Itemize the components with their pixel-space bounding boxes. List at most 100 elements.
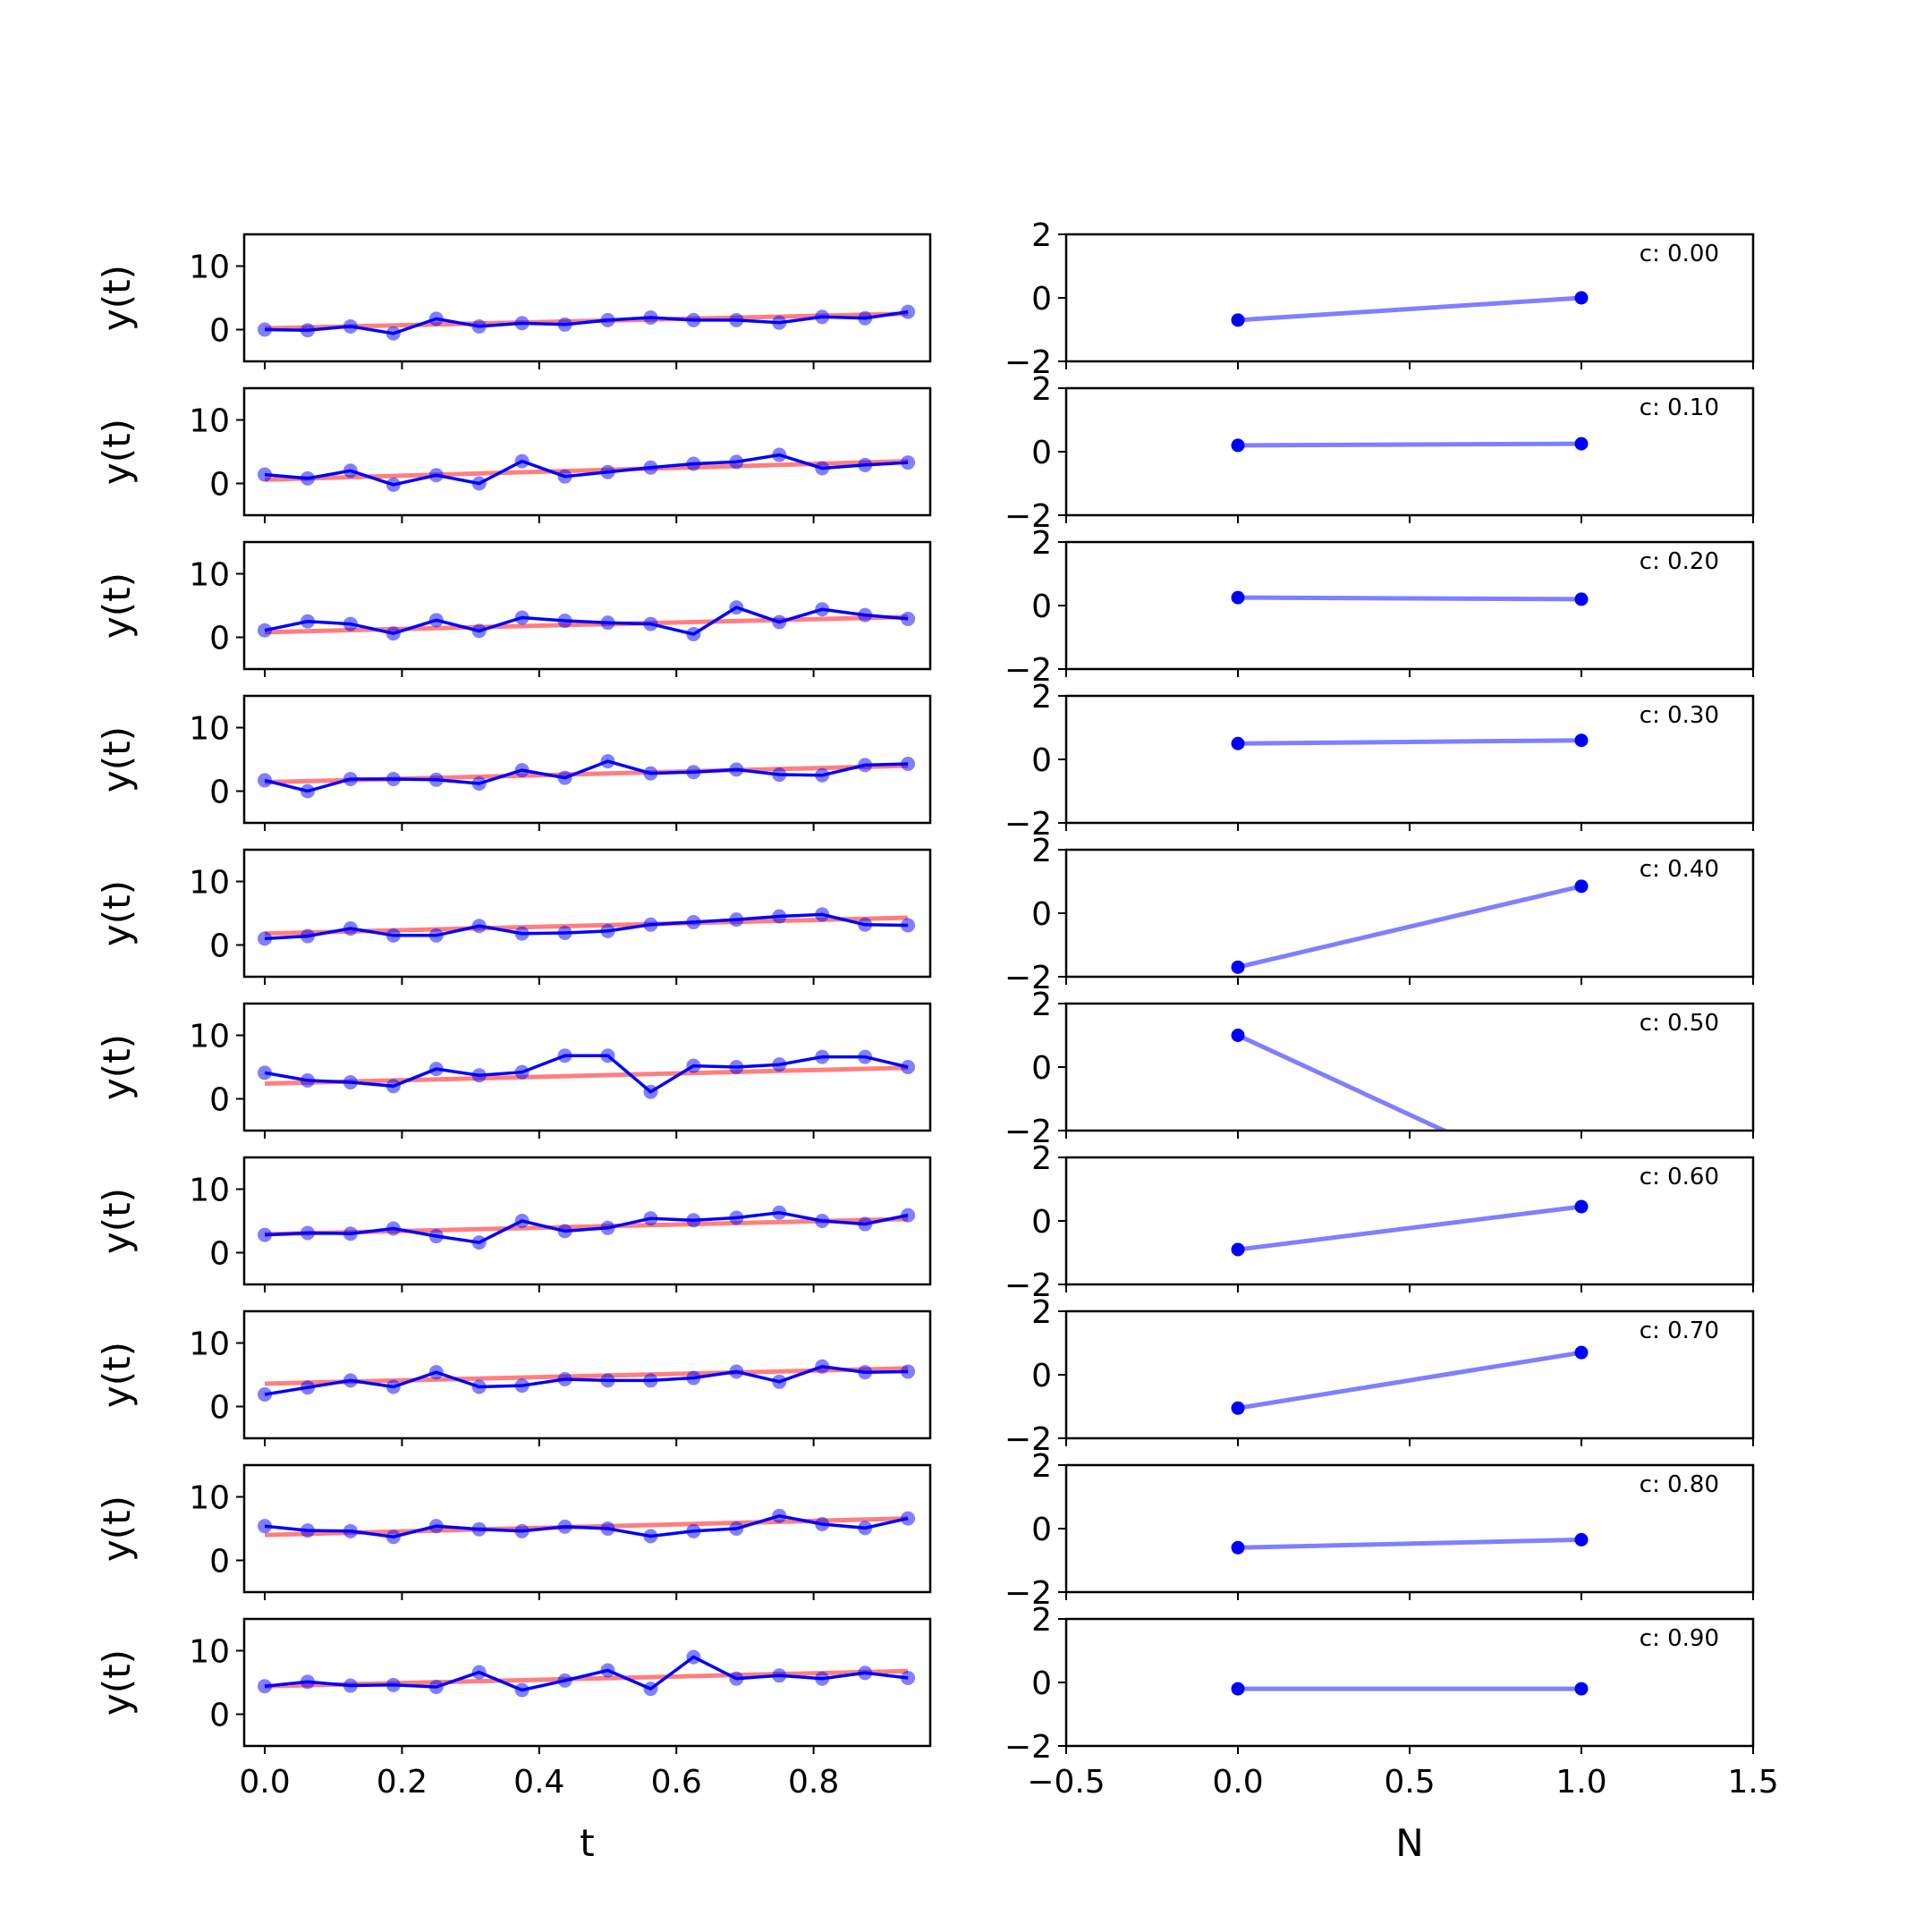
y-tick-label: −2 (1004, 1575, 1052, 1612)
left-panel-6: 0 10 y(t) (95, 1156, 932, 1292)
y-tick-label: −2 (1004, 344, 1052, 381)
left-panel-5: 0 10 y(t) (95, 1002, 932, 1139)
fit-line (264, 1065, 909, 1086)
plot-area (258, 1649, 916, 1698)
plot-area (258, 447, 916, 492)
y-tick-label: 0 (1031, 1050, 1052, 1087)
axes-frame (242, 386, 932, 517)
y-axis-label: y(t) (95, 1034, 139, 1100)
y-tick-label: −2 (1004, 1267, 1052, 1304)
y-tick-label: 2 (1031, 1294, 1052, 1331)
panel-annotation: c: 0.20 (1640, 548, 1719, 575)
panel-annotation: c: 0.80 (1640, 1471, 1719, 1498)
series-line (1237, 884, 1582, 970)
plot-area (1231, 1345, 1589, 1415)
series-point (1574, 436, 1589, 451)
series-point (1231, 736, 1245, 750)
panel-annotation: c: 0.40 (1640, 856, 1719, 883)
right-x-axis-label: N (1395, 1821, 1423, 1865)
plot-area (1231, 436, 1589, 453)
y-tick-label: 2 (1031, 1602, 1052, 1639)
series-line (1237, 1204, 1582, 1252)
y-tick-label: 0 (1031, 1204, 1052, 1241)
right-panel-6: c: 0.60 −2 0 2 (1004, 1140, 1755, 1304)
y-axis-label: y(t) (95, 419, 139, 485)
right-panel-7: c: 0.70 −2 0 2 (1004, 1294, 1755, 1458)
x-tick-label: 0.5 (1384, 1764, 1435, 1801)
data-series-line (264, 1655, 909, 1692)
series-point (1231, 438, 1245, 453)
series-point (1574, 1345, 1589, 1360)
series-point (1231, 313, 1245, 327)
y-tick-label: −2 (1004, 652, 1052, 689)
y-tick-label: −2 (1004, 498, 1052, 535)
plot-area (258, 754, 916, 799)
plot-area (1231, 1682, 1589, 1696)
panel-annotation: c: 0.30 (1640, 702, 1719, 729)
data-series-line (264, 453, 909, 487)
y-axis-label: y(t) (95, 880, 139, 946)
axes-frame (242, 1002, 932, 1132)
y-tick-label: 10 (189, 1480, 230, 1517)
panel-annotation: c: 0.50 (1640, 1010, 1719, 1037)
series-point (1231, 590, 1245, 605)
left-panel-2: 0 10 y(t) (95, 540, 932, 677)
left-panel-1: 0 10 y(t) (95, 386, 932, 523)
y-axis-label: y(t) (95, 265, 139, 331)
axes-frame (242, 1309, 932, 1440)
y-tick-label: 0 (209, 1236, 230, 1273)
series-point (1231, 1540, 1245, 1555)
axes-frame (242, 694, 932, 825)
y-tick-label: 0 (209, 775, 230, 811)
series-point (1574, 592, 1589, 606)
y-axis-label: y(t) (95, 1496, 139, 1562)
y-tick-label: 0 (1031, 896, 1052, 933)
y-axis-label: y(t) (95, 1188, 139, 1254)
y-tick-label: 10 (189, 1019, 230, 1055)
y-tick-label: −2 (1004, 1114, 1052, 1150)
y-tick-label: 0 (209, 1544, 230, 1580)
right-panel-4: c: 0.40 −2 0 2 (1004, 833, 1755, 996)
plot-area (258, 600, 916, 641)
plot-area (1231, 1532, 1589, 1555)
y-tick-label: 0 (209, 1698, 230, 1734)
plot-area (258, 1359, 916, 1402)
x-tick-label: 1.0 (1555, 1764, 1606, 1801)
right-panel-5: c: 0.50 −2 0 2 (1004, 987, 1755, 1150)
data-series-line (264, 1365, 909, 1396)
data-series-line (264, 309, 909, 335)
x-tick-label: 0.0 (239, 1764, 290, 1801)
series-point (1231, 1401, 1245, 1415)
y-tick-label: 0 (1031, 1665, 1052, 1702)
axes-frame (242, 848, 932, 979)
plot-area (258, 1205, 916, 1250)
right-panel-2: c: 0.20 −2 0 2 (1004, 525, 1755, 689)
series-point (1574, 1682, 1589, 1696)
left-x-axis-label: t (580, 1821, 594, 1865)
y-tick-label: 2 (1031, 987, 1052, 1023)
series-point (1574, 1199, 1589, 1214)
series-line (1237, 738, 1582, 746)
panel-annotation: c: 0.60 (1640, 1164, 1719, 1191)
series-point (1574, 1532, 1589, 1546)
right-panel-3: c: 0.30 −2 0 2 (1004, 679, 1755, 843)
series-line (1237, 1350, 1582, 1411)
left-column: 0 10 y(t) 0 10 y(t) 0 10 y(t) 0 10 y(t) 0 10 y(t) 0 10 y(… (95, 233, 932, 1801)
y-tick-label: 0 (209, 928, 230, 965)
y-tick-label: 10 (189, 1326, 230, 1363)
series-point (1574, 291, 1589, 305)
x-tick-label: 0.0 (1212, 1764, 1263, 1801)
series-line (1237, 441, 1582, 448)
panel-annotation: c: 0.70 (1640, 1318, 1719, 1344)
left-panel-4: 0 10 y(t) (95, 848, 932, 985)
y-tick-label: 0 (1031, 435, 1052, 471)
y-tick-label: 0 (209, 313, 230, 350)
y-tick-label: 2 (1031, 1140, 1052, 1177)
y-tick-label: 10 (189, 557, 230, 594)
fit-line (264, 1366, 909, 1386)
plot-area (1231, 590, 1589, 606)
series-point (1231, 1682, 1245, 1696)
data-series-line (264, 912, 909, 941)
y-tick-label: 2 (1031, 371, 1052, 408)
